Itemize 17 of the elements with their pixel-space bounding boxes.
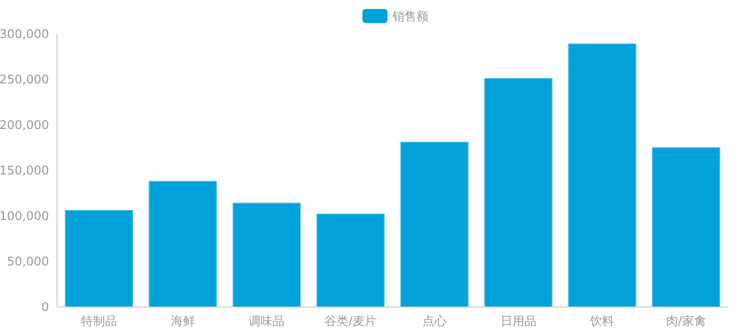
y-tick-label: 250,000 [0,72,49,86]
legend-label: 销售额 [392,10,428,24]
y-tick-label: 150,000 [0,164,49,178]
y-tick-label: 0 [41,300,49,314]
y-tick-label: 100,000 [0,209,49,223]
legend: 销售额 [362,9,428,24]
y-tick-label: 200,000 [0,118,49,132]
y-tick-label: 50,000 [7,254,49,268]
x-tick-label: 海鲜 [170,314,195,328]
y-tick-label: 300,000 [0,27,49,41]
x-tick-label: 调味品 [248,314,285,328]
x-tick-label: 谷类/麦片 [324,314,377,328]
x-tick-label: 特制品 [80,314,117,328]
x-tick-label: 点心 [422,314,446,328]
x-tick-label: 肉/家禽 [666,314,706,328]
x-tick-label: 日用品 [500,314,536,328]
x-tick-label: 饮料 [589,314,614,328]
